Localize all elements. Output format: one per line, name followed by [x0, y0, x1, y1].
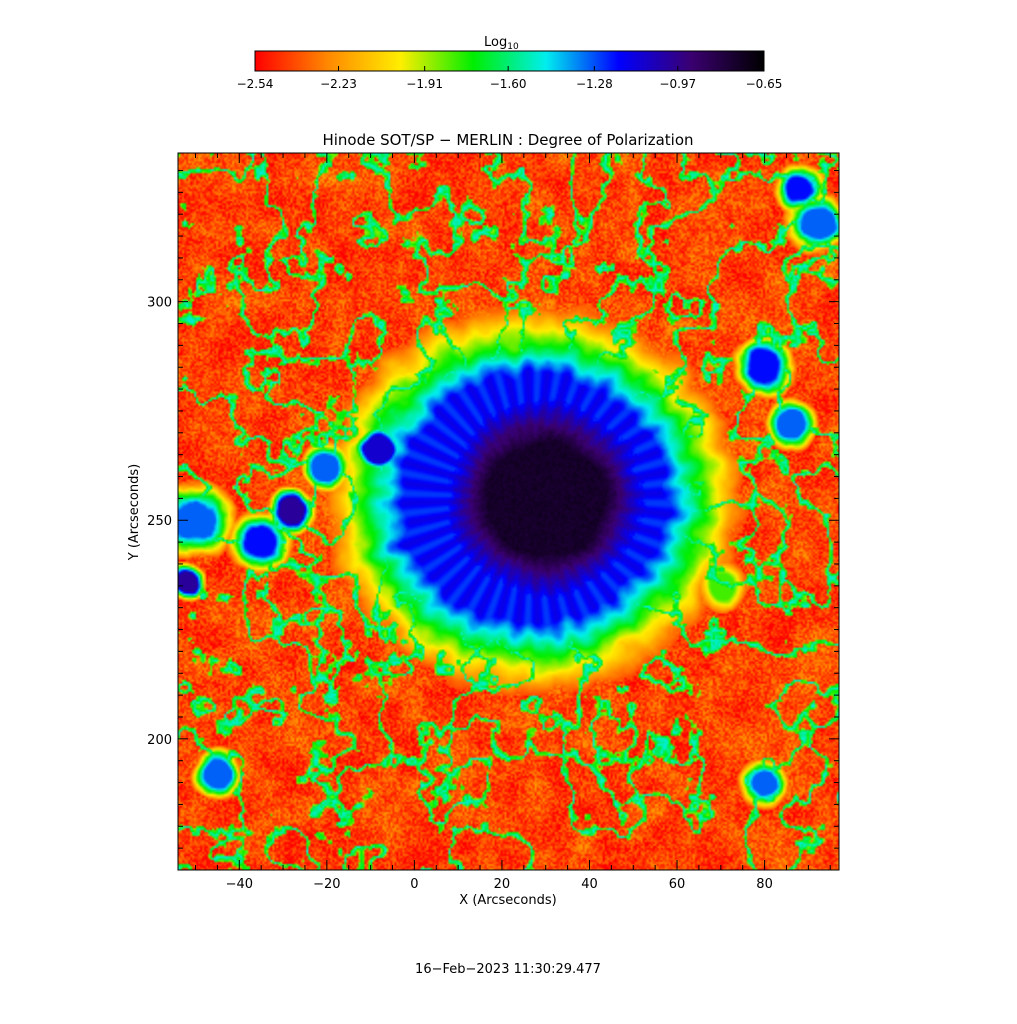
colorbar: Log10 −2.54 −2.23 −1.91 −1.60 −1.28 −0.97 −0.6… [237, 35, 783, 91]
y-tick-label: 300 [147, 296, 172, 311]
heatmap-image [178, 153, 839, 870]
plot-frame [177, 152, 840, 871]
colorbar-ticks: −2.54 −2.23 −1.91 −1.60 −1.28 −0.97 −0.65 [237, 66, 783, 91]
colorbar-gradient [254, 50, 765, 72]
y-tick-label: 250 [147, 514, 172, 529]
colorbar-tick-label: −1.28 [576, 77, 613, 91]
colorbar-label-subscript: 10 [507, 42, 519, 52]
colorbar-tick-label: −0.97 [659, 77, 696, 91]
y-axis-label: Y (Arcseconds) [127, 464, 142, 561]
colorbar-tick-label: −2.23 [320, 77, 357, 91]
x-tick-label: 0 [410, 877, 418, 892]
x-tick-label: −20 [313, 877, 340, 892]
x-axis-label: X (Arcseconds) [459, 893, 556, 908]
y-tick-label: 200 [147, 733, 172, 748]
colorbar-label: Log10 [484, 35, 519, 52]
axis-ticks: −40 −20 0 20 40 60 80 200 250 300 [147, 153, 839, 892]
colorbar-tick-label: −2.54 [237, 77, 274, 91]
x-tick-label: 20 [494, 877, 511, 892]
timestamp: 16−Feb−2023 11:30:29.477 [415, 962, 601, 977]
colorbar-tick-label: −1.60 [490, 77, 527, 91]
x-tick-label: 80 [756, 877, 773, 892]
x-tick-label: −40 [226, 877, 253, 892]
x-tick-label: 40 [581, 877, 598, 892]
plot-area: −40 −20 0 20 40 60 80 200 250 300 [147, 152, 840, 892]
colorbar-tick-label: −0.65 [746, 77, 783, 91]
x-tick-label: 60 [669, 877, 686, 892]
colorbar-tick-label: −1.91 [406, 77, 443, 91]
chart-title: Hinode SOT/SP − MERLIN : Degree of Polar… [322, 131, 693, 149]
